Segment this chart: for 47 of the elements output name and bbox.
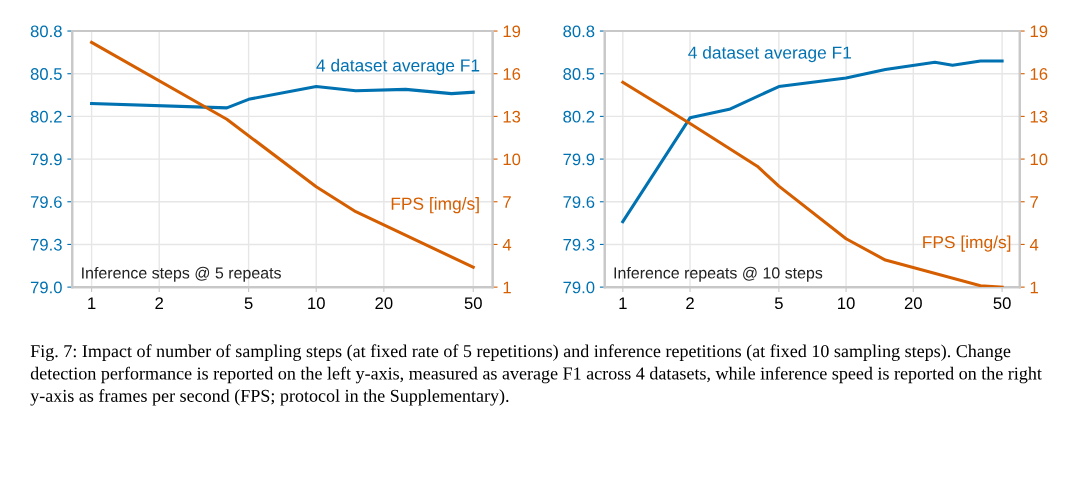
- y2-tick-label: 16: [1030, 68, 1048, 80]
- y2-tick-label: 4: [1029, 239, 1039, 251]
- y-tick-label: 79.0: [563, 281, 595, 294]
- y-tick-label: 80.2: [563, 110, 595, 123]
- y-tick-label: 80.8: [563, 25, 595, 38]
- x-tick-label: 10: [838, 297, 855, 310]
- y2-tick-label: 7: [1030, 196, 1038, 208]
- y2-tick-label: 10: [1030, 153, 1048, 166]
- y2-tick-label: 16: [503, 68, 521, 80]
- series-label: FPS [img/s]: [391, 197, 479, 214]
- y2-tick-label: 19: [503, 25, 521, 38]
- y2-tick-label: 13: [1030, 110, 1048, 123]
- x-tick-label: 2: [155, 297, 164, 309]
- y-tick-label: 79.3: [563, 238, 595, 251]
- y-tick-label: 79.9: [30, 153, 62, 166]
- y-tick-label: 79.3: [30, 238, 62, 251]
- x-tick-label: 50: [464, 297, 482, 310]
- y2-tick-label: 1: [503, 281, 511, 294]
- y-tick-label: 80.5: [30, 68, 62, 80]
- x-tick-label: 50: [993, 297, 1011, 310]
- y-tick-label: 80.5: [563, 68, 595, 80]
- x-tick-label: 20: [904, 297, 922, 310]
- x-tick-label: 1: [88, 297, 96, 309]
- y2-tick-label: 4: [502, 239, 512, 251]
- x-tick-label: 5: [774, 297, 783, 310]
- y2-tick-label: 10: [503, 153, 521, 166]
- x-tick-label: 5: [244, 297, 253, 310]
- x-tick-label: 2: [686, 297, 694, 309]
- series-label: 4 dataset average F1: [316, 58, 480, 75]
- y-tick-label: 79.9: [563, 153, 595, 166]
- y-tick-label: 80.8: [30, 25, 62, 38]
- x-tick-label: 10: [308, 297, 325, 310]
- y2-tick-label: 13: [503, 110, 521, 123]
- y2-tick-label: 7: [503, 196, 511, 208]
- y-tick-label: 79.6: [30, 196, 62, 208]
- y2-tick-label: 1: [1030, 281, 1038, 294]
- x-tick-label: 1: [619, 297, 627, 309]
- series-label: FPS [img/s]: [923, 235, 1011, 252]
- series-label: 4 dataset average F1: [688, 46, 851, 63]
- y-tick-label: 80.2: [30, 110, 62, 123]
- x-tick-label: 20: [375, 297, 393, 310]
- y2-tick-label: 19: [1030, 25, 1048, 38]
- annotation: Inference steps @ 5 repeats: [82, 266, 281, 282]
- y-tick-label: 79.0: [30, 281, 62, 294]
- annotation: Inference repeats @ 10 steps: [614, 266, 823, 282]
- y-tick-label: 79.6: [563, 196, 595, 208]
- caption: Fig. 7: Impact of number of sampling steps (at fixed rate of 5 repetitions) and inference repetitions (at fixed 10 sampling steps). Change detection performance is reported on the left y-axis, measured as average F1 across 4 datasets, while inference speed is reported on the right y-axis as frames per second (FPS; protocol in the Supplementary).: [30, 344, 1042, 406]
